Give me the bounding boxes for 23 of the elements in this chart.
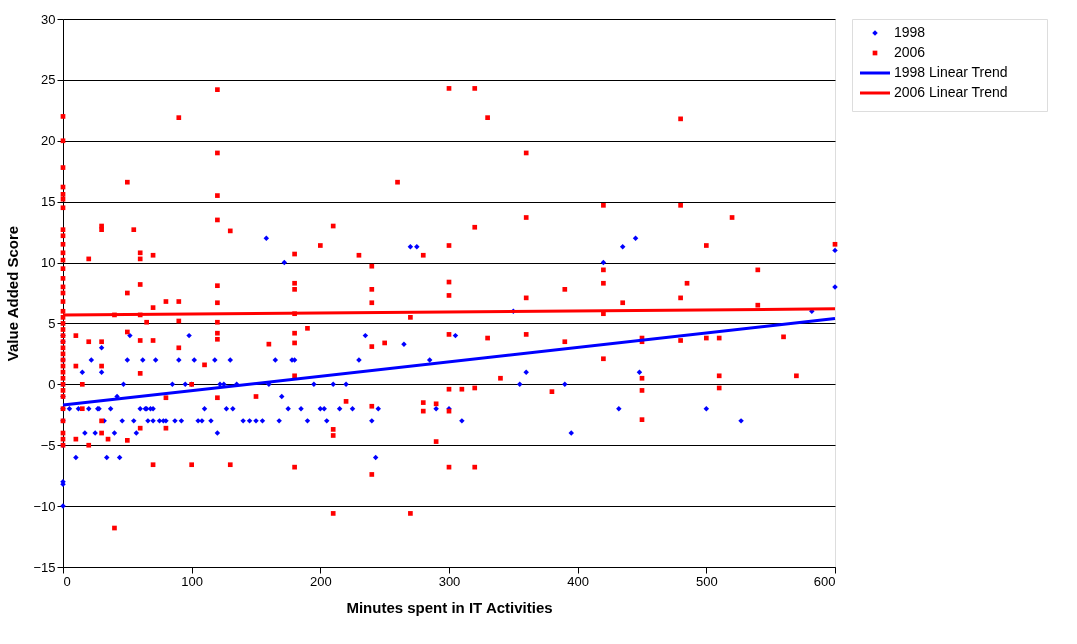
y-tick-label: −10 xyxy=(33,498,56,514)
legend-label: 2006 Linear Trend xyxy=(894,84,1008,100)
y-tick-label: 10 xyxy=(41,255,56,271)
y-tick-label: −15 xyxy=(33,559,56,575)
y-tick-label: 20 xyxy=(41,133,56,149)
legend-label: 1998 Linear Trend xyxy=(894,64,1008,80)
y-tick-label: 25 xyxy=(41,72,56,88)
y-tick-label: 5 xyxy=(48,315,56,331)
x-axis-title: Minutes spent in IT Activities xyxy=(346,598,553,616)
x-tick-label: 100 xyxy=(181,573,204,589)
x-tick-label: 300 xyxy=(438,573,461,589)
x-tick-label: 0 xyxy=(63,573,71,589)
y-tick-label: 15 xyxy=(41,194,56,210)
x-tick-label: 500 xyxy=(695,573,718,589)
x-tick-label: 600 xyxy=(813,573,836,589)
legend-label: 1998 xyxy=(894,24,926,40)
y-axis-title: Value Added Score xyxy=(4,225,22,362)
x-tick-label: 200 xyxy=(309,573,332,589)
legend-label: 2006 xyxy=(894,44,926,60)
y-tick-label: 30 xyxy=(41,11,56,27)
x-tick-label: 400 xyxy=(567,573,590,589)
y-tick-label: −5 xyxy=(40,437,56,453)
y-tick-label: 0 xyxy=(48,376,56,392)
